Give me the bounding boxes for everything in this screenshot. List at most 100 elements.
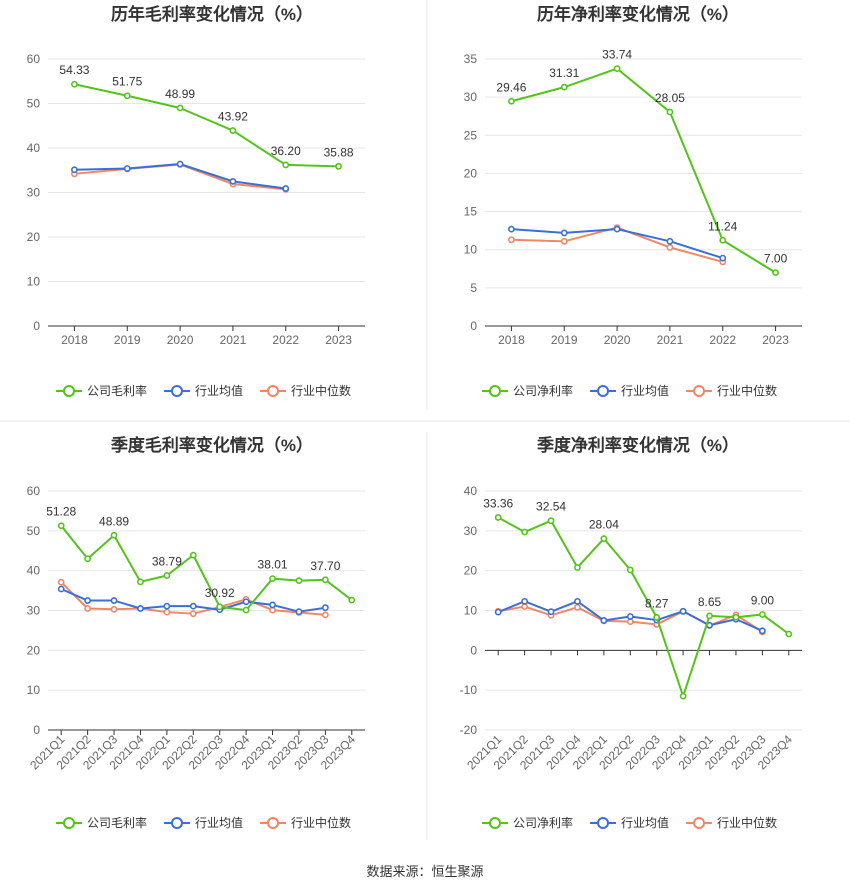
data-point <box>282 161 290 169</box>
legend-label: 行业均值 <box>621 383 669 398</box>
data-label: 30.92 <box>205 586 235 600</box>
data-point <box>57 578 65 586</box>
y-tick-label: 20 <box>464 564 478 578</box>
y-tick-label: -10 <box>460 683 478 697</box>
data-point <box>494 514 502 521</box>
data-label: 35.88 <box>324 145 354 159</box>
series-line-3 <box>511 226 724 263</box>
data-point <box>321 611 329 619</box>
x-tick-label: 2021 <box>220 333 247 347</box>
y-tick-label: 60 <box>27 52 41 66</box>
data-point <box>574 564 581 571</box>
y-tick-label: 30 <box>27 604 41 618</box>
data-label: 38.79 <box>152 554 182 568</box>
data-point <box>189 602 197 610</box>
data-point <box>547 608 555 616</box>
legend-label: 行业中位数 <box>291 383 351 398</box>
data-label: 31.31 <box>549 66 579 80</box>
data-point <box>57 522 65 530</box>
data-point <box>242 606 250 614</box>
data-point <box>521 597 529 605</box>
data-label: 28.04 <box>589 518 619 532</box>
y-tick-label: 50 <box>27 97 41 111</box>
data-point <box>176 160 184 168</box>
y-tick-label: 5 <box>470 281 477 295</box>
legend-marker <box>63 817 75 829</box>
data-point <box>508 225 515 233</box>
data-label: 54.33 <box>59 63 89 77</box>
data-label: 48.99 <box>165 87 195 101</box>
chart-panel-1: 历年毛利率变化情况（%） 0 10 20 30 40 50 60 2018 2019 2020 202… <box>27 4 365 398</box>
x-tick-label: 2021 <box>657 333 684 347</box>
data-point <box>321 604 329 612</box>
data-label: 33.36 <box>483 496 513 510</box>
chart-panel-4: 季度净利率变化情况（%）-20-100102030402021Q12021Q22… <box>460 435 802 830</box>
legend-marker <box>267 385 279 397</box>
data-point <box>269 601 276 609</box>
data-point <box>758 627 766 635</box>
legend-marker <box>489 817 501 829</box>
series-line-1 <box>74 83 339 168</box>
x-tick-label: 2020 <box>604 333 631 347</box>
y-tick-label: 50 <box>27 524 41 538</box>
data-point <box>189 551 197 559</box>
data-point <box>521 528 529 536</box>
data-label: 38.01 <box>258 558 288 572</box>
data-label: 8.27 <box>645 596 669 610</box>
y-tick-label: 20 <box>27 230 41 244</box>
data-point <box>666 237 674 245</box>
legend-label: 公司毛利率 <box>87 383 147 398</box>
x-tick-label: 2019 <box>551 333 578 347</box>
y-tick-label: 25 <box>464 128 478 142</box>
data-point <box>71 166 78 174</box>
legend-marker <box>693 817 705 829</box>
y-tick-label: 0 <box>470 319 477 333</box>
chart-panel-2: 历年净利率变化情况（%） 0 5 10 15 20 25 30 35 2018 2019 2020 20… <box>464 4 802 398</box>
legend-label: 行业均值 <box>195 815 243 830</box>
data-point <box>560 83 568 91</box>
chart-panel-3: 季度毛利率变化情况（%）01020304050602021Q12021Q2202… <box>27 435 365 830</box>
data-point <box>508 97 515 105</box>
data-point <box>137 578 144 586</box>
x-tick-label: 2022 <box>709 333 736 347</box>
data-point <box>242 598 250 606</box>
data-point <box>600 617 608 624</box>
data-point <box>560 229 568 237</box>
data-point <box>189 610 197 618</box>
legend-marker <box>597 385 609 397</box>
data-point <box>229 177 237 185</box>
series-line-1 <box>60 525 353 612</box>
data-point <box>772 269 779 276</box>
data-point <box>335 162 342 170</box>
data-label: 8.65 <box>698 595 722 609</box>
x-tick-label: 2018 <box>61 333 88 347</box>
y-tick-label: -20 <box>460 723 478 737</box>
data-point <box>229 127 237 134</box>
data-label: 37.70 <box>310 559 340 573</box>
chart-title: 历年净利率变化情况（%） <box>537 4 739 24</box>
chart-title: 历年毛利率变化情况（%） <box>111 4 313 24</box>
data-point <box>84 555 92 563</box>
y-tick-label: 10 <box>27 683 41 697</box>
data-point <box>574 597 581 605</box>
data-point <box>84 597 92 604</box>
data-label: 28.05 <box>655 91 685 105</box>
legend: 公司毛利率 行业均值 行业中位数 <box>56 815 351 830</box>
y-tick-label: 40 <box>27 564 41 578</box>
y-tick-label: 60 <box>27 484 41 498</box>
data-point <box>57 585 65 593</box>
data-point <box>574 603 581 611</box>
data-point <box>626 613 634 620</box>
legend: 公司净利率 行业均值 行业中位数 <box>482 383 777 398</box>
data-point <box>84 605 92 612</box>
data-point <box>613 65 621 73</box>
y-tick-label: 10 <box>27 275 41 289</box>
source-note: 数据来源：恒生聚源 <box>366 864 483 879</box>
data-point <box>348 596 356 604</box>
data-point <box>508 236 515 244</box>
x-tick-label: 2022 <box>272 333 299 347</box>
data-point <box>137 605 144 612</box>
y-tick-label: 30 <box>464 90 478 104</box>
